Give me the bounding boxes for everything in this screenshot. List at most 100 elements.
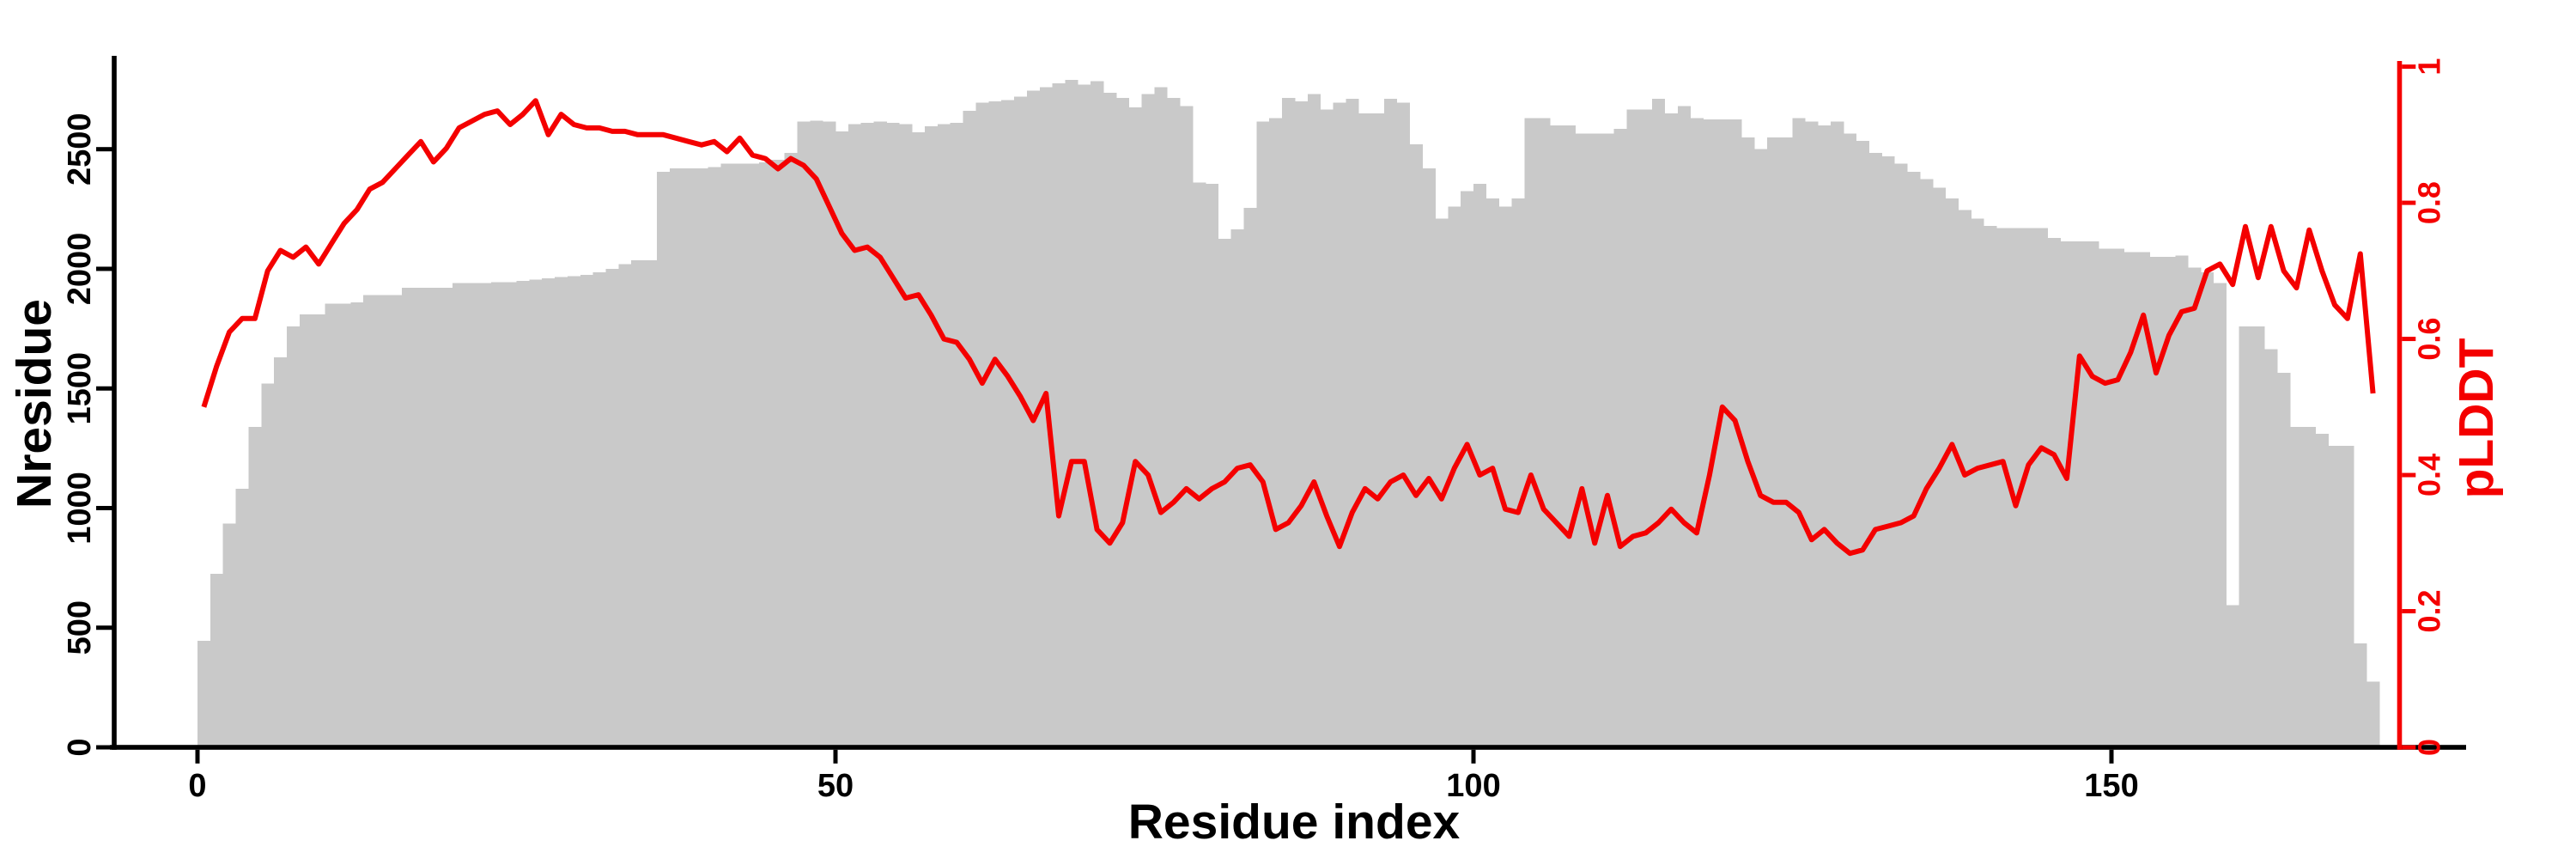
nresidue-bar: [312, 314, 325, 747]
nresidue-bar: [1269, 118, 1283, 747]
nresidue-bar: [758, 162, 772, 747]
nresidue-bar: [1115, 97, 1130, 748]
x-tick-label: 0: [188, 768, 206, 804]
nresidue-bar: [350, 302, 364, 747]
nresidue-bar: [669, 168, 683, 747]
nresidue-bar: [477, 283, 492, 747]
nresidue-bar: [287, 326, 301, 747]
y-left-tick-label: 2000: [62, 233, 98, 306]
nresidue-bar: [682, 168, 696, 747]
nresidue-bar: [1575, 133, 1589, 748]
x-tick-label: 100: [1446, 768, 1500, 804]
nresidue-bar: [1282, 97, 1296, 748]
nresidue-bar: [1078, 84, 1091, 747]
nresidue-bar: [1409, 144, 1423, 748]
y-axis-right-line: [2397, 61, 2403, 750]
nresidue-bar: [1511, 198, 1525, 748]
nresidue-bar: [746, 163, 760, 747]
y-left-tick: [96, 266, 112, 271]
nresidue-bar: [1971, 218, 1984, 747]
nresidue-bar: [1435, 218, 1449, 747]
nresidue-bar: [1193, 182, 1206, 747]
y-left-tick: [96, 147, 112, 152]
nresidue-bar: [708, 167, 721, 748]
nresidue-bar: [299, 314, 313, 747]
nresidue-bar: [899, 124, 913, 747]
nresidue-bar: [453, 283, 466, 747]
nresidue-bar: [1320, 109, 1334, 747]
y-right-tick: [2402, 64, 2416, 70]
nresidue-bar: [631, 260, 645, 747]
nresidue-bar: [1601, 133, 1614, 748]
nresidue-bar: [733, 163, 747, 747]
nresidue-bar: [1639, 109, 1653, 747]
x-axis-title: Residue index: [1127, 795, 1461, 850]
nresidue-bar: [1307, 94, 1321, 748]
nresidue-bar: [873, 121, 887, 747]
nresidue-bar: [1881, 156, 1895, 748]
y-left-tick-label: 0: [62, 738, 98, 756]
nresidue-bar: [2022, 228, 2036, 748]
nresidue-bar: [567, 276, 581, 747]
nresidue-bar: [2366, 681, 2380, 747]
nresidue-bar: [592, 272, 606, 748]
nresidue-bar: [2201, 272, 2215, 748]
nresidue-bar: [1256, 121, 1270, 747]
nresidue-bar: [797, 121, 811, 747]
nresidue-bar: [1792, 118, 1806, 747]
nresidue-bar: [644, 260, 658, 747]
y-left-tick: [96, 625, 112, 631]
nresidue-bar: [937, 124, 951, 747]
nresidue-bar: [1230, 229, 1244, 747]
nresidue-bar: [912, 132, 926, 747]
nresidue-bar: [542, 278, 556, 748]
nresidue-bar: [1396, 102, 1410, 747]
nresidue-bar: [1422, 168, 1436, 747]
nresidue-bar: [580, 274, 593, 747]
nresidue-bar: [1984, 225, 1997, 747]
nresidue-bar: [1461, 191, 1474, 747]
x-tick-label: 50: [817, 768, 854, 804]
nresidue-bar: [695, 168, 708, 747]
nresidue-bar: [835, 131, 849, 748]
nresidue-bar: [1703, 119, 1716, 747]
y-right-tick-label: 1: [2412, 58, 2447, 76]
nresidue-bar: [1958, 210, 1971, 747]
nresidue-bar: [1843, 133, 1857, 748]
nresidue-bar: [988, 101, 1002, 747]
nresidue-bar: [1065, 79, 1078, 747]
nresidue-bar: [2239, 326, 2252, 747]
nresidue-bar: [1537, 118, 1551, 747]
y-axis-left-line: [112, 56, 117, 750]
nresidue-bar: [388, 295, 403, 748]
nresidue-bar: [337, 303, 351, 747]
nresidue-bar: [401, 288, 415, 747]
nresidue-bars: [197, 79, 2380, 748]
nresidue-bar: [235, 489, 249, 747]
nresidue-bar: [1805, 121, 1819, 747]
nresidue-bar: [261, 383, 275, 747]
nresidue-bar: [274, 357, 288, 747]
nresidue-bar: [2086, 241, 2099, 747]
nresidue-bar: [1448, 206, 1461, 747]
nresidue-bar: [1498, 206, 1512, 747]
nresidue-bar: [1218, 239, 1231, 748]
nresidue-bar: [1001, 100, 1015, 748]
nresidue-bar: [975, 102, 989, 747]
nresidue-bar: [2162, 257, 2176, 747]
nresidue-bar: [1664, 113, 1679, 747]
y-right-tick: [2402, 337, 2416, 342]
nresidue-bar: [1052, 83, 1066, 748]
x-tick: [195, 749, 200, 764]
y-left-tick-label: 2500: [62, 113, 98, 186]
nresidue-bar: [1091, 81, 1104, 748]
nresidue-bar: [1677, 106, 1691, 748]
nresidue-bar: [618, 264, 632, 747]
nresidue-bar: [325, 303, 338, 747]
nresidue-bar: [1856, 141, 1869, 747]
nresidue-bar: [1473, 184, 1487, 748]
nresidue-bar: [363, 295, 377, 748]
y-left-tick-label: 1000: [62, 472, 98, 545]
